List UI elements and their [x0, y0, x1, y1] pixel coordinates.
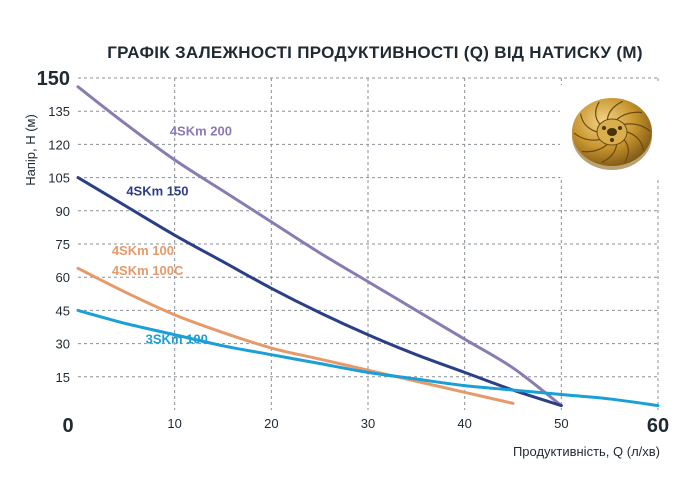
impeller-vane: [624, 123, 651, 132]
series-lines: [76, 85, 660, 408]
series-line-4skm-100: [76, 266, 515, 405]
impeller-vane: [626, 131, 644, 151]
impeller-vane: [616, 111, 643, 121]
y-tick-label: 60: [56, 270, 70, 285]
y-tick-label: 120: [48, 137, 70, 152]
impeller-vane: [601, 144, 618, 164]
series-label-4skm-200: 4SKm 200: [170, 124, 232, 139]
impeller-vane: [623, 139, 629, 163]
chart-title: ГРАФІК ЗАЛЕЖНОСТІ ПРОДУКТИВНОСТІ (Q) ВІД…: [107, 43, 643, 62]
series-label-4skm-100c: 4SKm 100C: [112, 263, 184, 278]
y-tick-label: 75: [56, 237, 70, 252]
impeller-vane: [580, 113, 598, 133]
x-tick-label: 0: [62, 415, 73, 437]
impeller-vane: [573, 132, 600, 141]
grid: [78, 77, 659, 410]
series-line-4skm-200: [76, 85, 563, 408]
x-axis-label: Продуктивність, Q (л/хв): [513, 444, 660, 459]
x-tick-label: 50: [554, 416, 568, 431]
y-tick-label: 45: [56, 303, 70, 318]
x-tick-label: 60: [647, 415, 669, 437]
x-tick-label: 10: [167, 416, 181, 431]
x-tick-label: 40: [457, 416, 471, 431]
series-line-3skm-100: [76, 308, 660, 408]
y-tick-label: 90: [56, 204, 70, 219]
y-tick-label: 30: [56, 337, 70, 352]
y-tick-label: 15: [56, 370, 70, 385]
series-line-4skm-150: [76, 176, 563, 408]
impeller-vane: [606, 100, 623, 120]
y-tick-label: 135: [48, 104, 70, 119]
y-tick-label: 150: [37, 68, 70, 90]
series-labels: 4SKm 200 4SKm 150 4SKm 100 4SKm 100C 3SKm 10…: [112, 124, 232, 347]
series-label-3skm-100: 3SKm 100: [146, 332, 208, 347]
impeller-icon: [560, 84, 664, 180]
x-tick-label: 30: [361, 416, 375, 431]
impeller-vane: [581, 143, 608, 153]
y-tick-label: 105: [48, 171, 70, 186]
series-label-4skm-150: 4SKm 150: [126, 183, 188, 198]
series-label-4skm-100: 4SKm 100: [112, 243, 174, 258]
axis-ticks: 15 30 45 60 75 90 105 120 135 150 0 10 20 30 40 50 60: [37, 68, 670, 437]
impeller-vane: [595, 101, 601, 125]
y-axis-label: Напір, Н (м): [23, 114, 38, 186]
x-tick-label: 20: [264, 416, 278, 431]
